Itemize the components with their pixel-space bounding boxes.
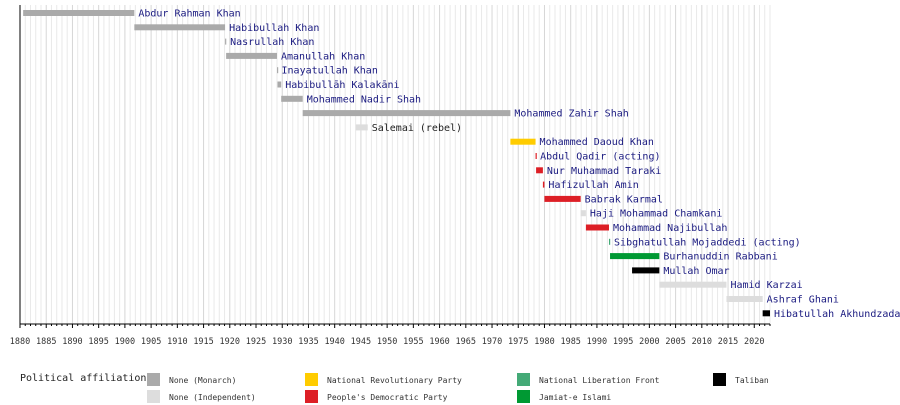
leader-label: Inayatullah Khan	[282, 66, 378, 77]
grid-lines	[19, 5, 771, 324]
x-tick-label: 1930	[272, 337, 292, 347]
leader-bar	[226, 52, 277, 59]
leader-label: Abdur Rahman Khan	[138, 9, 240, 20]
legend-label: Jamiat-e Islami	[539, 393, 612, 402]
leader-label: Salemai (rebel)	[372, 123, 462, 134]
leader-bar	[610, 253, 660, 260]
leader-label: Mohammed Zahir Shah	[514, 109, 628, 120]
leader-bar	[302, 110, 511, 117]
x-tick-label: 1905	[141, 337, 161, 347]
x-tick-label: 1965	[456, 337, 476, 347]
legend-label: People's Democratic Party	[327, 393, 448, 402]
leader-labels: Abdur Rahman Khan Habibullah Khan Nasrulla…	[138, 9, 900, 320]
leader-bar	[536, 167, 543, 174]
x-tick-label: 2020	[744, 337, 764, 347]
x-axis: 1880 1885 1890 1895 1900 1905 1910 1915 1920 1925…	[10, 5, 771, 347]
x-tick-label: 1945	[351, 337, 371, 347]
leader-bar	[276, 67, 279, 74]
x-tick-label: 1990	[587, 337, 607, 347]
leader-label: Habibullah Khan	[229, 23, 319, 34]
leader-label: Nur Muhammad Taraki	[547, 166, 661, 177]
legend-title: Political affiliation:	[20, 373, 148, 384]
x-tick-label: 1895	[88, 337, 108, 347]
leader-bar	[726, 296, 763, 302]
leader-label: Sibghatullah Mojaddedi (acting)	[614, 237, 801, 248]
leader-bar	[355, 124, 368, 131]
leader-bar	[281, 95, 303, 102]
leader-label: Hafizullah Amin	[548, 180, 638, 191]
x-tick-label: 1955	[403, 337, 423, 347]
leader-label: Nasrullah Khan	[230, 37, 314, 48]
leader-label: Abdul Qadir (acting)	[540, 152, 660, 163]
leader-bar	[535, 153, 537, 159]
x-tick-label: 1910	[167, 337, 187, 347]
leader-label: Mohammed Nadir Shah	[307, 94, 421, 105]
x-tick-label: 1980	[534, 337, 554, 347]
leader-label: Mohammad Najibullah	[613, 223, 727, 234]
legend-swatch	[713, 373, 726, 386]
x-tick-label: 1975	[508, 337, 528, 347]
x-tick-label: 1985	[560, 337, 580, 347]
leader-label: Babrak Karmal	[585, 194, 663, 205]
leader-label: Mullah Omar	[663, 266, 729, 277]
leader-label: Hamid Karzai	[730, 280, 802, 291]
legend-swatch	[517, 373, 530, 386]
leader-bar	[23, 10, 135, 16]
legend-swatch	[517, 390, 530, 403]
leader-bar	[580, 210, 586, 217]
x-tick-label: 1925	[246, 337, 266, 347]
leader-bar	[632, 267, 660, 274]
legend-label: None (Monarch)	[169, 376, 237, 385]
leader-label: Ashraf Ghani	[767, 295, 839, 306]
x-tick-label: 1995	[613, 337, 633, 347]
x-tick-label: 2010	[692, 337, 712, 347]
legend-swatch	[147, 390, 160, 403]
x-tick-label: 2015	[718, 337, 738, 347]
legend: Political affiliation: None (Monarch) Non…	[0, 368, 900, 405]
leader-bar	[542, 181, 545, 188]
x-tick-label: 2005	[665, 337, 685, 347]
leader-bar	[585, 224, 609, 231]
leader-bar	[762, 310, 770, 317]
x-tick-label: 1880	[10, 337, 30, 347]
legend-swatch	[305, 390, 318, 403]
leader-bar	[134, 24, 226, 31]
legend-swatch	[147, 373, 160, 386]
x-tick-label: 1935	[298, 337, 318, 347]
leader-label: Habibullāh Kalakāni	[285, 80, 399, 91]
x-tick-label: 1940	[324, 337, 344, 347]
leader-bar	[659, 281, 727, 288]
legend-label: National Revolutionary Party	[327, 376, 462, 385]
x-tick-label: 1950	[377, 337, 397, 347]
x-tick-label: 1970	[482, 337, 502, 347]
x-tick-label: 1900	[115, 337, 135, 347]
legend-label: National Liberation Front	[539, 376, 660, 385]
x-tick-label: 1915	[193, 337, 213, 347]
leader-bar	[225, 38, 227, 45]
x-tick-label: 1920	[220, 337, 240, 347]
leader-label: Burhanuddin Rabbani	[663, 252, 777, 263]
leader-bar	[608, 238, 611, 245]
leader-label: Mohammed Daoud Khan	[540, 137, 654, 148]
leader-bar	[277, 81, 282, 88]
legend-label: None (Independent)	[169, 393, 256, 402]
x-tick-label: 1890	[62, 337, 82, 347]
timeline-chart: 1880 1885 1890 1895 1900 1905 1910 1915 1920 1925…	[10, 5, 900, 347]
leader-label: Hibatullah Akhundzada	[774, 309, 900, 320]
leader-bar	[510, 138, 536, 145]
x-tick-label: 1885	[36, 337, 56, 347]
legend-swatch	[305, 373, 318, 386]
leader-label: Haji Mohammad Chamkani	[590, 209, 722, 220]
leader-bar	[544, 195, 581, 202]
legend-label: Taliban	[735, 376, 769, 385]
leader-bars	[23, 10, 770, 317]
leader-label: Amanullah Khan	[281, 51, 365, 62]
x-tick-label: 2000	[639, 337, 659, 347]
x-tick-label: 1960	[429, 337, 449, 347]
